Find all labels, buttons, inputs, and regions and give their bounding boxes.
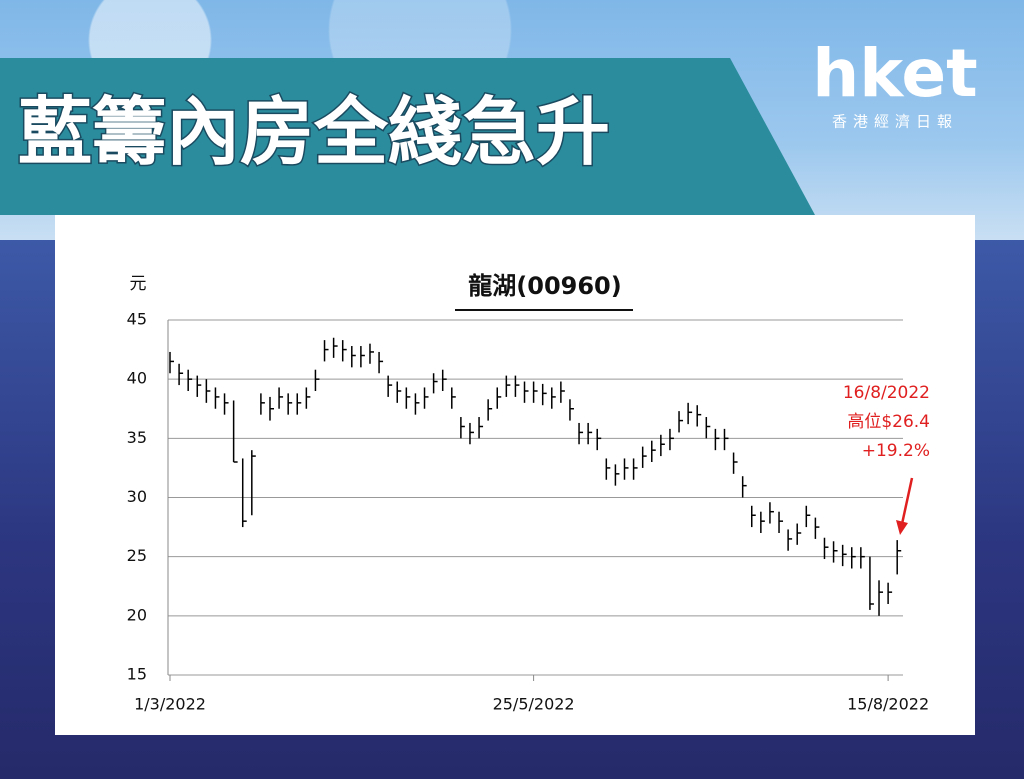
y-tick-label: 20: [127, 605, 147, 624]
x-tick-label: 25/5/2022: [493, 695, 575, 714]
logo-subtitle: 香港經濟日報: [832, 113, 958, 131]
chart-title: 龍湖(00960): [468, 272, 621, 300]
y-tick-label: 40: [127, 369, 147, 388]
x-tick-label: 1/3/2022: [134, 695, 206, 714]
y-axis-label: 元: [130, 274, 147, 294]
logo: hket: [812, 35, 977, 112]
arrow-head: [896, 520, 908, 535]
annotation: +19.2%: [862, 441, 930, 461]
banner: [0, 58, 815, 215]
x-tick-label: 15/8/2022: [847, 695, 929, 714]
y-tick-label: 35: [127, 428, 147, 447]
y-tick-label: 25: [127, 546, 147, 565]
annotation: 高位$26.4: [847, 412, 930, 432]
y-tick-label: 30: [127, 487, 147, 506]
annotation-arrow: [900, 477, 914, 525]
y-tick-label: 15: [127, 665, 147, 684]
y-tick-label: 45: [127, 310, 147, 329]
chart-panel: [55, 215, 975, 735]
banner-title: 藍籌內房全綫急升: [18, 90, 610, 176]
annotation: 16/8/2022: [843, 383, 930, 403]
